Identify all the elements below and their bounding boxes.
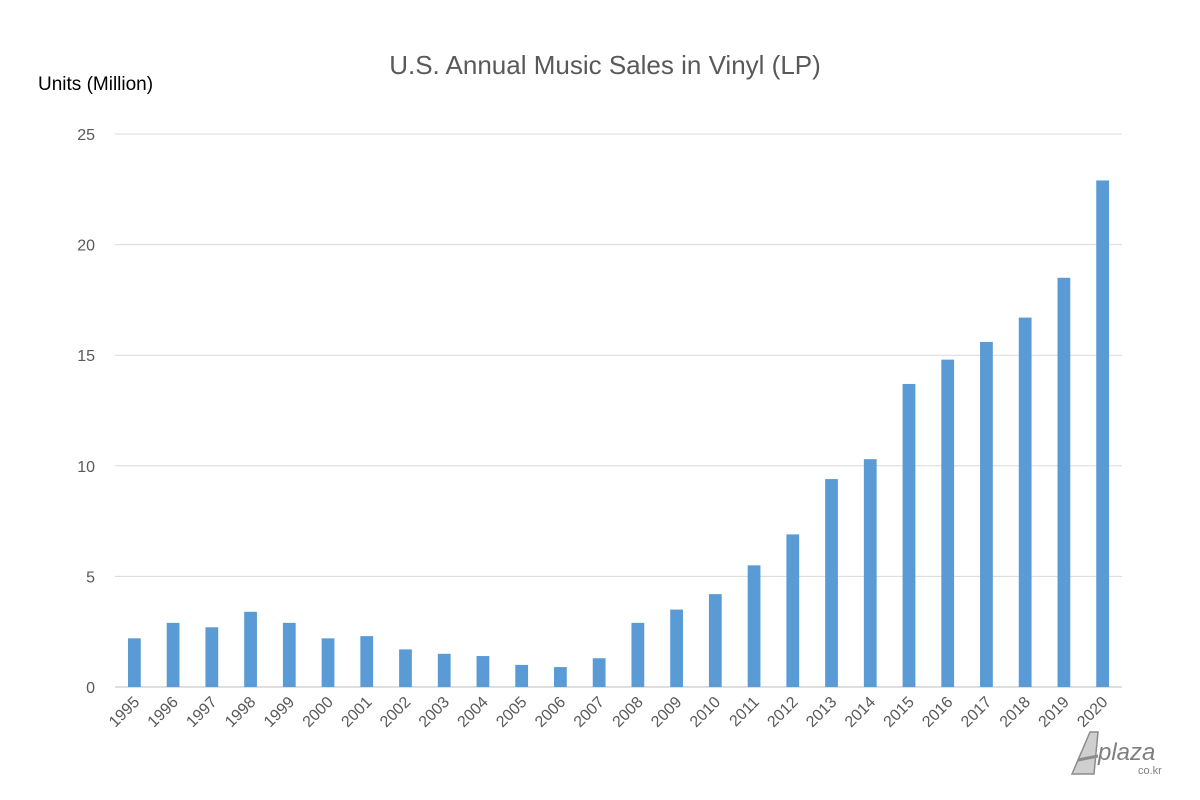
bar-2019 [1057, 277, 1071, 687]
bar-2005 [515, 664, 529, 687]
bar-2003 [437, 653, 451, 687]
y-tick-label: 25 [77, 127, 95, 144]
y-tick-label: 10 [77, 459, 95, 476]
x-tick-label: 1996 [145, 694, 182, 731]
bars [127, 180, 1110, 687]
bar-2002 [399, 649, 412, 687]
x-tick-label: 1995 [106, 694, 143, 731]
bar-1996 [166, 622, 180, 687]
bar-2012 [786, 534, 800, 687]
bar-2008 [631, 622, 645, 687]
x-tick-label: 2018 [997, 694, 1034, 731]
x-tick-label: 2009 [648, 694, 685, 731]
bar-2017 [980, 341, 993, 687]
bar-2011 [747, 565, 761, 687]
bar-2007 [592, 658, 606, 687]
bar-2009 [670, 609, 683, 687]
x-tick-label: 2006 [532, 694, 569, 731]
bar-2015 [902, 383, 916, 687]
y-tick-labels: 0 5 10 15 20 25 [77, 127, 95, 697]
x-tick-labels: 1995 1996 1997 1998 1999 2000 2001 2002 2003 2004… [106, 694, 1112, 731]
bar-1998 [244, 611, 257, 687]
logo-text: plaza [1097, 739, 1155, 766]
logo-subtext: co.kr [1138, 765, 1162, 777]
bar-1999 [282, 622, 296, 687]
x-tick-label: 2017 [958, 694, 995, 731]
x-tick-label: 1997 [183, 694, 220, 731]
bar-2016 [941, 359, 955, 687]
bar-2014 [863, 459, 877, 687]
bar-2001 [360, 636, 374, 687]
x-tick-label: 1999 [261, 694, 298, 731]
x-tick-label: 1998 [222, 694, 259, 731]
bar-2004 [476, 656, 490, 687]
bar-2020 [1096, 180, 1110, 687]
y-axis-label: Units (Million) [38, 74, 153, 95]
bar-2018 [1018, 317, 1032, 687]
x-tick-label: 2002 [377, 694, 414, 731]
y-tick-label: 20 [77, 238, 95, 255]
x-tick-label: 2012 [764, 694, 801, 731]
chart-title: U.S. Annual Music Sales in Vinyl (LP) [389, 50, 821, 80]
x-tick-label: 2013 [803, 694, 840, 731]
x-tick-label: 2000 [300, 694, 337, 731]
x-tick-label: 2016 [919, 694, 956, 731]
gridlines [115, 133, 1122, 688]
x-tick-label: 2001 [338, 694, 375, 731]
x-tick-label: 2005 [493, 694, 530, 731]
aplaza-logo: plaza co.kr [1070, 731, 1162, 777]
x-tick-label: 2010 [687, 694, 724, 731]
bar-1995 [127, 638, 141, 687]
x-tick-label: 2004 [455, 694, 492, 731]
x-tick-label: 2015 [881, 694, 918, 731]
bar-2006 [554, 667, 567, 687]
x-tick-label: 2008 [610, 694, 647, 731]
bar-2000 [321, 638, 335, 687]
bar-2010 [708, 594, 722, 687]
x-tick-label: 2011 [727, 694, 763, 730]
bar-2013 [825, 479, 838, 687]
y-tick-label: 0 [86, 680, 95, 697]
bar-1997 [205, 627, 219, 687]
x-tick-label: 2014 [842, 694, 879, 731]
y-tick-label: 15 [77, 348, 95, 365]
x-tick-label: 2007 [571, 694, 608, 731]
x-tick-label: 2003 [416, 694, 453, 731]
y-tick-label: 5 [86, 569, 95, 586]
